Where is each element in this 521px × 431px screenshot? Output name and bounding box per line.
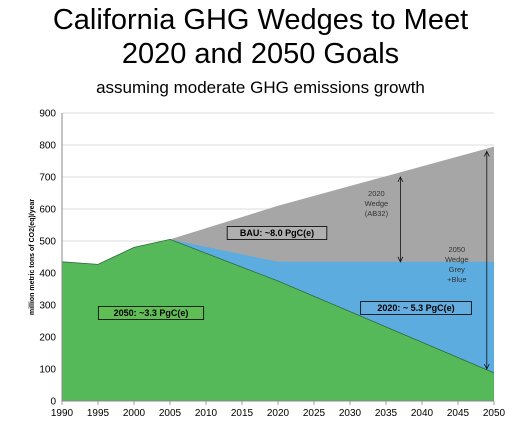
x-tick-label-2015: 2015 [231,408,254,419]
series-labels: BAU: ~8.0 PgC(e) 2020: ~ 5.3 PgC(e) 2050: … [97,226,472,320]
reduction-path-line [61,238,495,374]
y-axis-label: million metric tons of CO2(eq)/year [29,199,36,316]
x-tick-label-1990: 1990 [51,408,74,419]
y-tick-label-800: 800 [39,141,56,152]
x-tick-label-2000: 2000 [123,408,146,419]
y-tick-label-200: 200 [39,333,56,344]
x-tick-label-2045: 2045 [447,408,470,419]
y-tick-label-300: 300 [39,301,56,312]
wedge-2050-text-line-1: Wedge [445,255,469,264]
wedge-2020-text-line-0: 2020 [368,189,385,198]
y-tick-label-900: 900 [39,109,56,120]
x-tick-label-2035: 2035 [375,408,398,419]
wedge-2050-arrowhead-top [483,150,490,157]
chart-title-line-1: California GHG Wedges to Meet [52,4,469,36]
wedge-2020-arrowhead-bottom [397,256,404,263]
y-tick-label-700: 700 [39,173,56,184]
y-tick-label-400: 400 [39,269,56,280]
x-tick-label-2010: 2010 [195,408,218,419]
x-tick-label-2040: 2040 [411,408,434,419]
chart-title-line-2: 2020 and 2050 Goals [121,38,400,70]
axes: 0 100 200 300 400 500 600 700 800 900 1990 1995 2000… [29,109,506,420]
wedge-2050-area [62,239,494,401]
bau-series-label-box [226,226,328,240]
x-tick-label-1995: 1995 [87,408,110,419]
area-series [61,146,495,401]
wedge-2050-text-line-2: Grey [449,265,466,274]
x-tick-label-2050: 2050 [483,408,506,419]
x-tick-label-2005: 2005 [159,408,182,419]
wedge-2020-series-label-box [360,301,472,315]
x-tick-label-2025: 2025 [303,408,326,419]
y-tick-label-600: 600 [39,205,56,216]
wedge-2020-arrowhead-top [397,176,404,183]
wedge-2050-series-label: 2050: ~3.3 PgC(e) [114,308,189,318]
x-tick-label-2020: 2020 [267,408,290,419]
wedge-2050-arrowhead-bottom [483,363,490,370]
bau-series-label: BAU: ~8.0 PgC(e) [240,228,314,238]
x-tick-label-2030: 2030 [339,408,362,419]
y-tick-label-500: 500 [39,237,56,248]
wedge-2020-series-label: 2020: ~ 5.3 PgC(e) [377,303,454,313]
wedge-2050-series-label-box [97,306,205,320]
y-tick-label-100: 100 [39,365,56,376]
wedge-2050-text-line-0: 2050 [448,245,465,254]
wedge-2050-text-line-3: +Blue [447,275,466,284]
y-tick-label-0: 0 [50,397,56,408]
wedge-2020-text-line-2: (AB32) [365,209,389,218]
wedge-2020-text-line-1: Wedge [365,199,389,208]
chart-subtitle: assuming moderate GHG emissions growth [96,78,425,97]
